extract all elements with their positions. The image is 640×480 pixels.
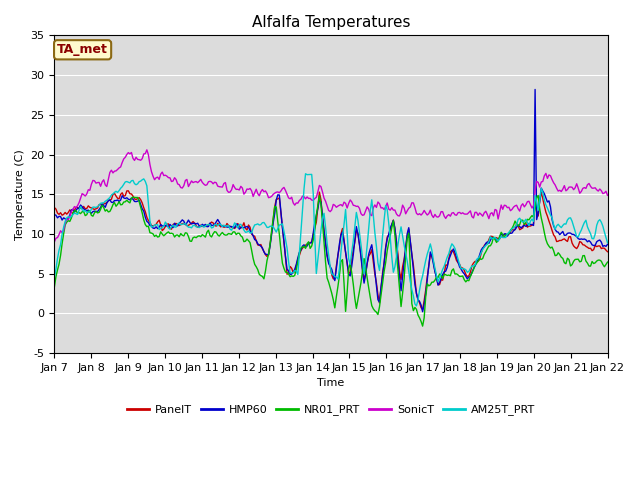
NR01_PRT — [216, 233, 223, 239]
PanelT — [244, 222, 252, 228]
NR01_PRT — [243, 236, 251, 242]
AM25T_PRT — [604, 240, 611, 246]
PanelT — [576, 239, 584, 244]
PanelT — [236, 223, 243, 228]
SonicT — [244, 186, 252, 192]
Y-axis label: Temperature (C): Temperature (C) — [15, 149, 25, 240]
SonicT — [118, 160, 126, 166]
NR01_PRT — [419, 323, 426, 329]
Line: NR01_PRT: NR01_PRT — [54, 195, 607, 326]
PanelT — [125, 188, 132, 194]
AM25T_PRT — [576, 230, 584, 236]
HMP60 — [419, 309, 426, 314]
AM25T_PRT — [413, 303, 420, 309]
PanelT — [51, 204, 58, 210]
Line: AM25T_PRT: AM25T_PRT — [54, 174, 607, 306]
HMP60 — [531, 86, 539, 92]
NR01_PRT — [234, 230, 241, 236]
SonicT — [51, 239, 58, 245]
AM25T_PRT — [216, 221, 223, 227]
AM25T_PRT — [51, 274, 58, 280]
AM25T_PRT — [234, 225, 241, 231]
NR01_PRT — [534, 192, 542, 198]
SonicT — [143, 147, 150, 153]
SonicT — [574, 185, 582, 191]
PanelT — [419, 307, 426, 312]
Line: HMP60: HMP60 — [54, 89, 607, 312]
NR01_PRT — [604, 259, 611, 265]
PanelT — [217, 224, 225, 230]
AM25T_PRT — [118, 184, 126, 190]
AM25T_PRT — [243, 229, 251, 235]
NR01_PRT — [118, 202, 126, 207]
NR01_PRT — [576, 259, 584, 265]
PanelT — [294, 257, 301, 263]
SonicT — [236, 187, 243, 193]
NR01_PRT — [51, 284, 58, 289]
Text: TA_met: TA_met — [57, 43, 108, 56]
HMP60 — [234, 222, 241, 228]
SonicT — [604, 192, 611, 198]
Legend: PanelT, HMP60, NR01_PRT, SonicT, AM25T_PRT: PanelT, HMP60, NR01_PRT, SonicT, AM25T_P… — [123, 400, 540, 420]
HMP60 — [118, 193, 126, 199]
HMP60 — [216, 219, 223, 225]
PanelT — [118, 190, 126, 196]
NR01_PRT — [292, 266, 300, 272]
SonicT — [294, 200, 301, 206]
HMP60 — [604, 241, 611, 247]
Line: SonicT: SonicT — [54, 150, 607, 242]
AM25T_PRT — [301, 171, 309, 177]
Line: PanelT: PanelT — [54, 191, 607, 310]
X-axis label: Time: Time — [317, 378, 344, 388]
Title: Alfalfa Temperatures: Alfalfa Temperatures — [252, 15, 410, 30]
HMP60 — [243, 224, 251, 229]
HMP60 — [576, 237, 584, 242]
SonicT — [217, 184, 225, 190]
HMP60 — [292, 262, 300, 267]
PanelT — [604, 249, 611, 254]
AM25T_PRT — [292, 268, 300, 274]
HMP60 — [51, 212, 58, 217]
